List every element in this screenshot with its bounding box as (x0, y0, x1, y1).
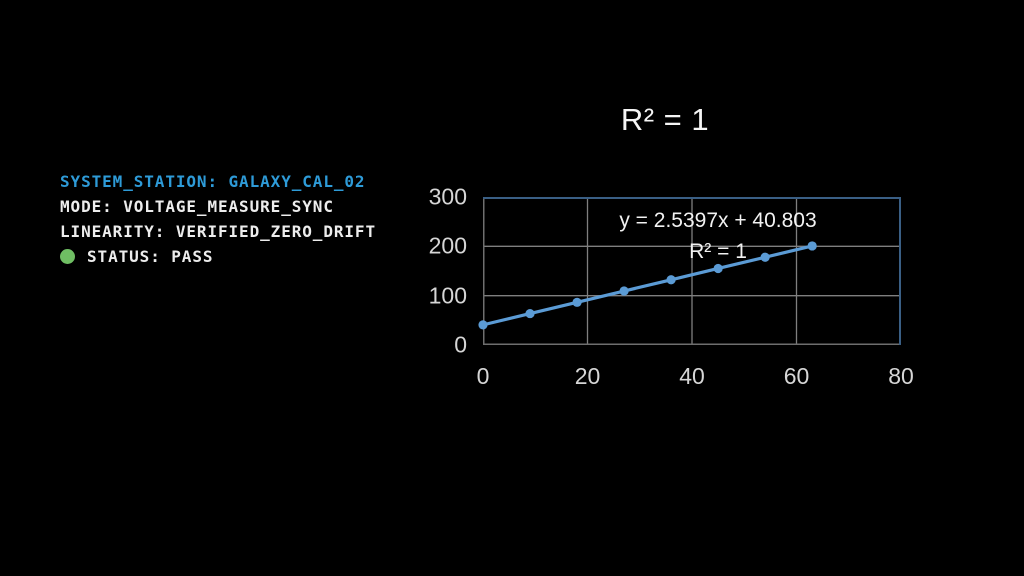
trendline-equation: y = 2.5397x + 40.803 (619, 209, 817, 232)
x-tick-label: 20 (574, 363, 601, 389)
data-point (713, 263, 723, 274)
x-axis-labels: 0 20 40 60 80 (477, 363, 914, 390)
trendline-label: y = 2.5397x + 40.803 R² = 1 (619, 205, 816, 267)
y-tick-label: 100 (428, 282, 467, 309)
chart-title: R² = 1 (620, 102, 710, 137)
status-text: STATUS: PASS (87, 247, 214, 266)
trendline-r-squared: R² = 1 (689, 240, 747, 263)
y-tick-label: 300 (428, 183, 467, 210)
x-tick-label: 0 (476, 363, 490, 389)
data-point (478, 320, 488, 330)
status-pass-dot-icon (60, 249, 75, 264)
data-point (807, 241, 817, 251)
data-point (572, 297, 582, 307)
linearity-line: LINEARITY: VERIFIED_ZERO_DRIFT (60, 222, 376, 241)
y-tick-label: 0 (454, 331, 467, 358)
status-line: STATUS: PASS (60, 244, 376, 269)
data-point (525, 308, 535, 319)
telemetry-panel: SYSTEM_STATION: GALAXY_CAL_02 MODE: VOLT… (60, 169, 376, 269)
x-tick-label: 40 (679, 363, 705, 389)
y-axis-labels: 0 100 200 300 (407, 185, 467, 356)
chart: y = 2.5397x + 40.803 R² = 1 0 100 200 300 0… (429, 185, 914, 388)
trend-line (481, 244, 814, 327)
y-tick-label: 200 (428, 232, 467, 259)
line-chart-plot-area (478, 197, 901, 345)
system-station-line: SYSTEM_STATION: GALAXY_CAL_02 (60, 172, 366, 191)
mode-line: MODE: VOLTAGE_MEASURE_SYNC (60, 197, 334, 216)
x-tick-label: 60 (783, 363, 810, 389)
data-point (619, 286, 629, 296)
data-point (666, 275, 676, 285)
data-point (760, 252, 770, 262)
x-tick-label: 80 (888, 363, 914, 389)
